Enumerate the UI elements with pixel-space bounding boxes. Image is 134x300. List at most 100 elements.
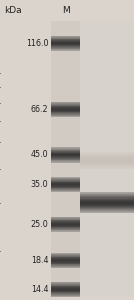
Bar [80,205,134,206]
Bar [51,224,80,225]
Bar [51,107,80,108]
Bar [80,158,134,159]
Bar [80,211,134,212]
Bar [51,108,80,109]
Bar [80,168,134,169]
Bar [51,36,80,37]
Bar [51,265,80,266]
Bar [51,157,80,158]
Bar [51,291,80,292]
Bar [51,263,80,264]
Bar [51,38,80,39]
Bar [51,160,80,161]
Bar [80,157,134,158]
Bar [51,116,80,117]
Bar [51,225,80,226]
Bar [80,212,134,213]
Bar [51,190,80,191]
Bar [51,106,80,107]
Bar [51,284,80,285]
Bar [80,210,134,211]
Bar [51,113,80,114]
Bar [51,188,80,189]
Bar [51,50,80,51]
Text: 18.4: 18.4 [31,256,48,265]
Bar [80,156,134,157]
Bar [51,292,80,293]
Bar [80,21,134,297]
Bar [51,283,80,284]
Bar [51,42,80,43]
Bar [51,111,80,112]
Bar [51,187,80,188]
Text: 35.0: 35.0 [31,180,48,189]
Bar [51,286,80,287]
Bar [51,287,80,288]
Bar [51,178,80,179]
Bar [51,227,80,228]
Bar [51,267,80,268]
Bar [51,40,80,41]
Bar [51,223,80,224]
Bar [51,21,134,297]
Bar [80,152,134,153]
Bar [51,46,80,47]
Bar [80,200,134,201]
Bar [80,201,134,202]
Text: 116.0: 116.0 [26,39,48,48]
Bar [51,185,80,186]
Bar [51,105,80,106]
Bar [80,193,134,194]
Bar [51,103,80,104]
Bar [80,199,134,200]
Bar [80,192,134,193]
Bar [51,295,80,296]
Bar [51,44,80,45]
Bar [80,207,134,208]
Bar [51,266,80,267]
Bar [80,161,134,162]
Bar [51,179,80,180]
Bar [51,264,80,265]
Bar [51,228,80,229]
Bar [51,229,80,230]
Bar [51,158,80,159]
Bar [51,159,80,160]
Bar [80,204,134,205]
Text: kDa: kDa [5,7,22,16]
Bar [51,41,80,42]
Bar [51,226,80,227]
Bar [80,208,134,209]
Bar [80,203,134,204]
Bar [51,162,80,163]
Bar [80,163,134,164]
Bar [80,164,134,165]
Bar [51,261,80,262]
Bar [51,191,80,192]
Bar [51,186,80,187]
Bar [80,194,134,195]
Bar [51,256,80,257]
Text: 25.0: 25.0 [31,220,48,229]
Bar [51,257,80,258]
Bar [51,35,80,36]
Bar [51,231,80,232]
Bar [51,48,80,49]
Bar [51,217,80,218]
Bar [51,293,80,294]
Bar [51,147,80,148]
Bar [80,195,134,196]
Bar [51,161,80,162]
Bar [80,206,134,207]
Bar [80,197,134,199]
Bar [51,260,80,261]
Bar [80,160,134,161]
Text: 66.2: 66.2 [31,105,48,114]
Text: M: M [62,7,70,16]
Bar [51,177,80,178]
Bar [51,182,80,183]
Bar [51,110,80,111]
Bar [80,166,134,167]
Bar [80,153,134,154]
Text: 14.4: 14.4 [31,285,48,294]
